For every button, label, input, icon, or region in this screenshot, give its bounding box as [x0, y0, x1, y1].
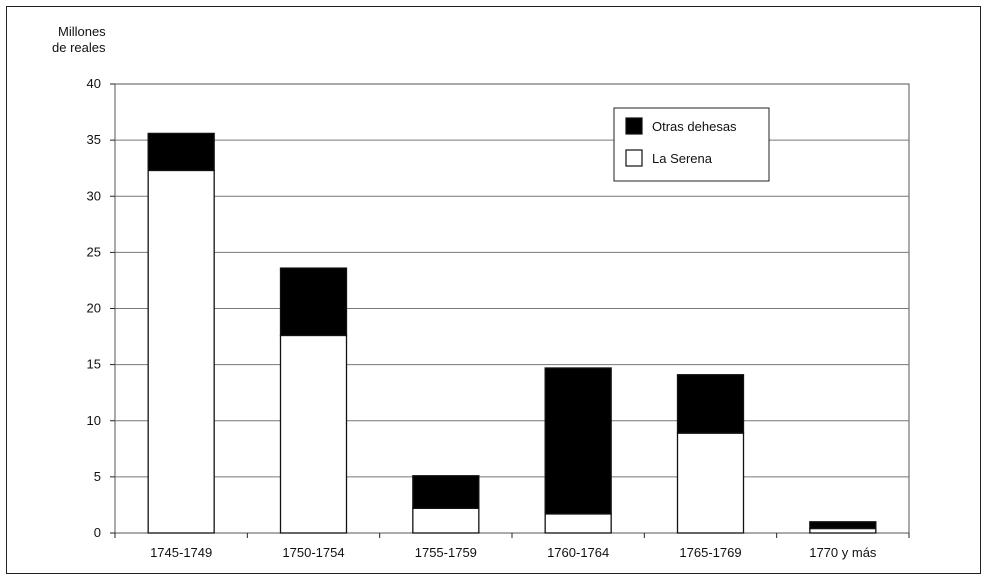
legend: Otras dehesas La Serena [613, 107, 770, 182]
y-tick-label: 5 [94, 469, 101, 484]
legend-swatch [625, 149, 643, 167]
legend-swatch [625, 117, 643, 135]
bar-otras-dehesas [147, 132, 215, 172]
bar-la-serena [676, 432, 745, 534]
bar-otras-dehesas [279, 267, 348, 337]
y-tick-label: 10 [87, 413, 101, 428]
bar-la-serena [279, 334, 348, 534]
y-tick-label: 30 [87, 188, 101, 203]
x-tick-label: 1750-1754 [282, 545, 344, 560]
y-tick-label: 40 [87, 76, 101, 91]
y-tick-label: 25 [87, 244, 101, 259]
legend-label: Otras dehesas [652, 119, 737, 134]
bar-la-serena [809, 527, 877, 534]
y-axis-ticks: 0 5 10 15 20 25 30 35 40 [87, 76, 115, 540]
y-axis-title-line-2: de reales [52, 40, 106, 55]
y-tick-label: 20 [87, 301, 101, 316]
bar-la-serena [544, 513, 612, 534]
bar-otras-dehesas [809, 521, 877, 530]
x-tick-label: 1745-1749 [150, 545, 212, 560]
y-axis-title-line-1: Millones [58, 24, 106, 39]
x-tick-label: 1770 y más [809, 545, 877, 560]
gridlines [115, 139, 909, 478]
y-tick-label: 15 [87, 357, 101, 372]
x-tick-label: 1765-1769 [679, 545, 741, 560]
y-tick-label: 0 [94, 525, 101, 540]
bar-la-serena [412, 507, 480, 534]
bar-otras-dehesas [676, 374, 745, 434]
bar-otras-dehesas [544, 367, 612, 515]
y-axis-title: Millones de reales [52, 24, 106, 55]
legend-label: La Serena [652, 151, 713, 166]
x-tick-label: 1760-1764 [547, 545, 609, 560]
x-axis-ticks: 1745-1749 1750-1754 1755-1759 1760-1764 1765… [114, 533, 910, 560]
y-tick-label: 35 [87, 132, 101, 147]
x-tick-label: 1755-1759 [415, 545, 477, 560]
bar-la-serena [147, 169, 215, 534]
bars [147, 132, 877, 534]
bar-otras-dehesas [412, 475, 480, 509]
